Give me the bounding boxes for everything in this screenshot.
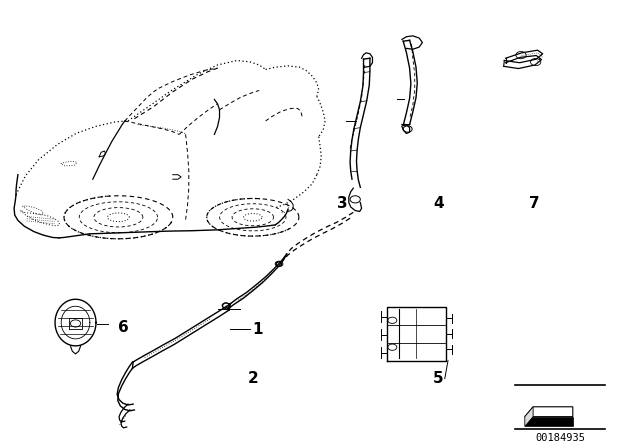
Polygon shape bbox=[525, 407, 533, 426]
Text: 2: 2 bbox=[248, 371, 258, 386]
Text: 6: 6 bbox=[118, 319, 129, 335]
Text: 4: 4 bbox=[433, 196, 444, 211]
Text: 5: 5 bbox=[433, 371, 444, 386]
Text: 7: 7 bbox=[529, 196, 540, 211]
Polygon shape bbox=[525, 407, 573, 417]
FancyBboxPatch shape bbox=[525, 417, 573, 426]
Text: 00184935: 00184935 bbox=[535, 433, 585, 443]
Text: 1: 1 bbox=[253, 322, 263, 337]
Text: 3: 3 bbox=[337, 196, 348, 211]
